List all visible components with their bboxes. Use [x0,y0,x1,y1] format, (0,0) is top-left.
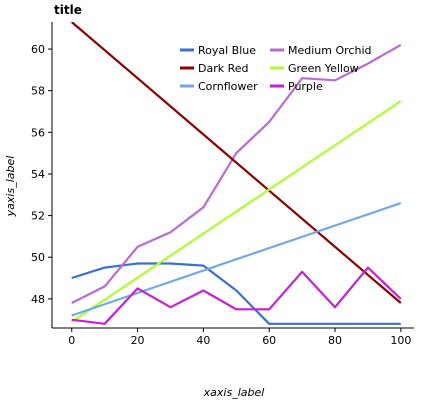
x-tick-label: 80 [328,334,342,347]
series-line-cornflower [71,202,402,317]
legend-label: Purple [288,80,323,93]
x-tick-label: 60 [262,334,276,347]
y-axis: 48 50 52 54 56 58 60 [31,43,52,306]
y-tick-label: 58 [31,85,45,98]
y-tick-label: 50 [31,251,45,264]
legend-label: Royal Blue [198,44,256,57]
series-line-green-yellow [71,100,402,323]
x-axis: 0 20 40 60 80 100 [68,328,411,347]
series-line-medium-orchid [71,43,402,304]
legend-item: Purple [270,80,323,93]
x-tick-label: 0 [68,334,75,347]
y-tick-label: 60 [31,43,45,56]
x-tick-label: 20 [131,334,145,347]
legend-item: Royal Blue [180,44,256,57]
legend-item: Green Yellow [270,62,359,75]
legend-label: Dark Red [198,62,249,75]
x-axis-label: xaxis_label [203,386,265,399]
legend-item: Medium Orchid [270,44,371,57]
legend-label: Cornflower [198,80,258,93]
series-line-purple [71,266,402,325]
legend: Royal Blue Medium Orchid Dark Red Green Yel… [180,44,371,93]
legend-label: Medium Orchid [288,44,371,57]
plot-area [51,22,414,329]
series-line-dark-red [70,22,402,304]
y-tick-label: 48 [31,293,45,306]
chart-title: title [54,3,82,17]
series-line-royal-blue [71,262,401,325]
y-tick-label: 52 [31,210,45,223]
y-tick-label: 56 [31,126,45,139]
y-axis-label: yaxis_label [4,156,17,218]
legend-item: Cornflower [180,80,258,93]
y-tick-label: 54 [31,168,45,181]
x-tick-label: 100 [390,334,411,347]
legend-label: Green Yellow [288,62,359,75]
x-tick-label: 40 [196,334,210,347]
legend-item: Dark Red [180,62,249,75]
